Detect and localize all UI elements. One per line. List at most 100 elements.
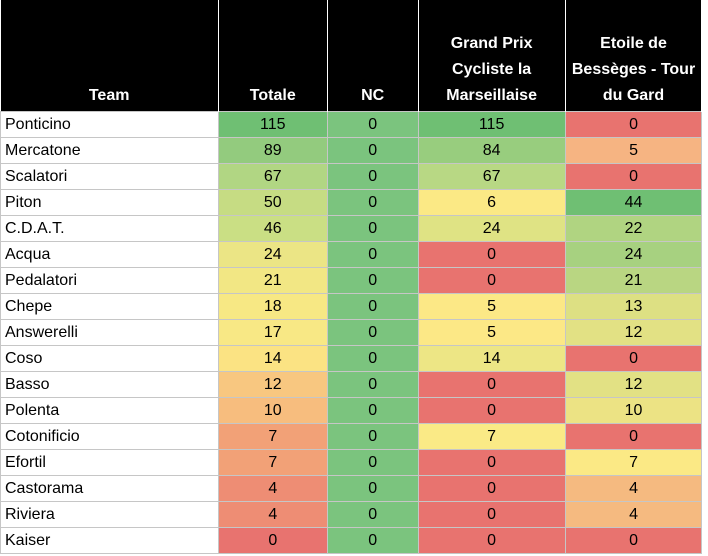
etoile-cell[interactable]: 4 — [564, 475, 703, 502]
nc-cell[interactable]: 0 — [326, 293, 419, 320]
nc-cell[interactable]: 0 — [326, 163, 419, 190]
totale-cell[interactable]: 4 — [217, 501, 328, 528]
header-team[interactable]: Team — [0, 0, 219, 112]
grand-prix-cell[interactable]: 0 — [417, 371, 566, 398]
totale-cell[interactable]: 7 — [217, 449, 328, 476]
team-cell[interactable]: Pedalatori — [0, 267, 219, 294]
etoile-cell[interactable]: 0 — [564, 345, 703, 372]
grand-prix-cell[interactable]: 14 — [417, 345, 566, 372]
grand-prix-cell[interactable]: 6 — [417, 189, 566, 216]
totale-cell[interactable]: 4 — [217, 475, 328, 502]
totale-cell[interactable]: 7 — [217, 423, 328, 450]
team-cell[interactable]: Piton — [0, 189, 219, 216]
etoile-cell[interactable]: 24 — [564, 241, 703, 268]
nc-cell[interactable]: 0 — [326, 319, 419, 346]
etoile-cell[interactable]: 12 — [564, 319, 703, 346]
grand-prix-cell[interactable]: 0 — [417, 501, 566, 528]
etoile-cell[interactable]: 0 — [564, 423, 703, 450]
etoile-cell[interactable]: 10 — [564, 397, 703, 424]
totale-cell[interactable]: 46 — [217, 215, 328, 242]
nc-cell[interactable]: 0 — [326, 137, 419, 164]
totale-cell[interactable]: 0 — [217, 527, 328, 554]
header-etoile-besseges[interactable]: Etoile de Bessèges - Tour du Gard — [565, 0, 703, 112]
grand-prix-cell[interactable]: 0 — [417, 397, 566, 424]
team-cell[interactable]: Riviera — [0, 501, 219, 528]
etoile-cell[interactable]: 13 — [564, 293, 703, 320]
totale-cell[interactable]: 12 — [217, 371, 328, 398]
row-edge — [701, 137, 708, 164]
team-cell[interactable]: C.D.A.T. — [0, 215, 219, 242]
totale-cell[interactable]: 89 — [217, 137, 328, 164]
grand-prix-cell[interactable]: 5 — [417, 293, 566, 320]
grand-prix-cell[interactable]: 67 — [417, 163, 566, 190]
nc-cell[interactable]: 0 — [326, 111, 419, 138]
team-cell[interactable]: Cotonificio — [0, 423, 219, 450]
totale-cell[interactable]: 17 — [217, 319, 328, 346]
nc-cell[interactable]: 0 — [326, 241, 419, 268]
team-cell[interactable]: Polenta — [0, 397, 219, 424]
team-cell[interactable]: Acqua — [0, 241, 219, 268]
grand-prix-cell[interactable]: 0 — [417, 267, 566, 294]
etoile-cell[interactable]: 4 — [564, 501, 703, 528]
grand-prix-cell[interactable]: 0 — [417, 527, 566, 554]
team-cell[interactable]: Coso — [0, 345, 219, 372]
row-edge — [701, 215, 708, 242]
grand-prix-cell[interactable]: 84 — [417, 137, 566, 164]
nc-cell[interactable]: 0 — [326, 267, 419, 294]
nc-cell[interactable]: 0 — [326, 345, 419, 372]
team-cell[interactable]: Scalatori — [0, 163, 219, 190]
nc-cell[interactable]: 0 — [326, 189, 419, 216]
team-cell[interactable]: Castorama — [0, 475, 219, 502]
team-cell[interactable]: Efortil — [0, 449, 219, 476]
nc-cell[interactable]: 0 — [326, 397, 419, 424]
table-row: Riviera 4 0 0 4 — [0, 501, 708, 528]
totale-cell[interactable]: 115 — [217, 111, 328, 138]
grand-prix-cell[interactable]: 0 — [417, 475, 566, 502]
etoile-cell[interactable]: 7 — [564, 449, 703, 476]
totale-cell[interactable]: 14 — [217, 345, 328, 372]
grand-prix-cell[interactable]: 7 — [417, 423, 566, 450]
team-cell[interactable]: Basso — [0, 371, 219, 398]
totale-cell[interactable]: 50 — [217, 189, 328, 216]
nc-cell[interactable]: 0 — [326, 501, 419, 528]
header-grand-prix-marseillaise[interactable]: Grand Prix Cycliste la Marseillaise — [418, 0, 566, 112]
etoile-cell[interactable]: 0 — [564, 527, 703, 554]
nc-cell[interactable]: 0 — [326, 371, 419, 398]
table-row: Coso 14 0 14 0 — [0, 345, 708, 372]
nc-cell[interactable]: 0 — [326, 527, 419, 554]
totale-cell[interactable]: 10 — [217, 397, 328, 424]
header-totale[interactable]: Totale — [218, 0, 328, 112]
table-body: Ponticino 115 0 115 0 Mercatone 89 0 84 5 Scalator… — [0, 111, 708, 554]
team-cell[interactable]: Mercatone — [0, 137, 219, 164]
grand-prix-cell[interactable]: 24 — [417, 215, 566, 242]
grand-prix-cell[interactable]: 115 — [417, 111, 566, 138]
team-cell[interactable]: Kaiser — [0, 527, 219, 554]
nc-cell[interactable]: 0 — [326, 449, 419, 476]
row-edge — [701, 241, 708, 268]
etoile-cell[interactable]: 0 — [564, 163, 703, 190]
table-row: Efortil 7 0 0 7 — [0, 449, 708, 476]
header-nc[interactable]: NC — [327, 0, 419, 112]
etoile-cell[interactable]: 5 — [564, 137, 703, 164]
etoile-cell[interactable]: 44 — [564, 189, 703, 216]
nc-cell[interactable]: 0 — [326, 215, 419, 242]
team-cell[interactable]: Chepe — [0, 293, 219, 320]
etoile-cell[interactable]: 22 — [564, 215, 703, 242]
team-cell[interactable]: Ponticino — [0, 111, 219, 138]
grand-prix-cell[interactable]: 5 — [417, 319, 566, 346]
totale-cell[interactable]: 18 — [217, 293, 328, 320]
grand-prix-cell[interactable]: 0 — [417, 241, 566, 268]
table-row: Polenta 10 0 0 10 — [0, 397, 708, 424]
totale-cell[interactable]: 21 — [217, 267, 328, 294]
team-cell[interactable]: Answerelli — [0, 319, 219, 346]
etoile-cell[interactable]: 12 — [564, 371, 703, 398]
totale-cell[interactable]: 24 — [217, 241, 328, 268]
nc-cell[interactable]: 0 — [326, 475, 419, 502]
etoile-cell[interactable]: 0 — [564, 111, 703, 138]
row-edge — [701, 475, 708, 502]
totale-cell[interactable]: 67 — [217, 163, 328, 190]
etoile-cell[interactable]: 21 — [564, 267, 703, 294]
grand-prix-cell[interactable]: 0 — [417, 449, 566, 476]
nc-cell[interactable]: 0 — [326, 423, 419, 450]
table-row: Answerelli 17 0 5 12 — [0, 319, 708, 346]
